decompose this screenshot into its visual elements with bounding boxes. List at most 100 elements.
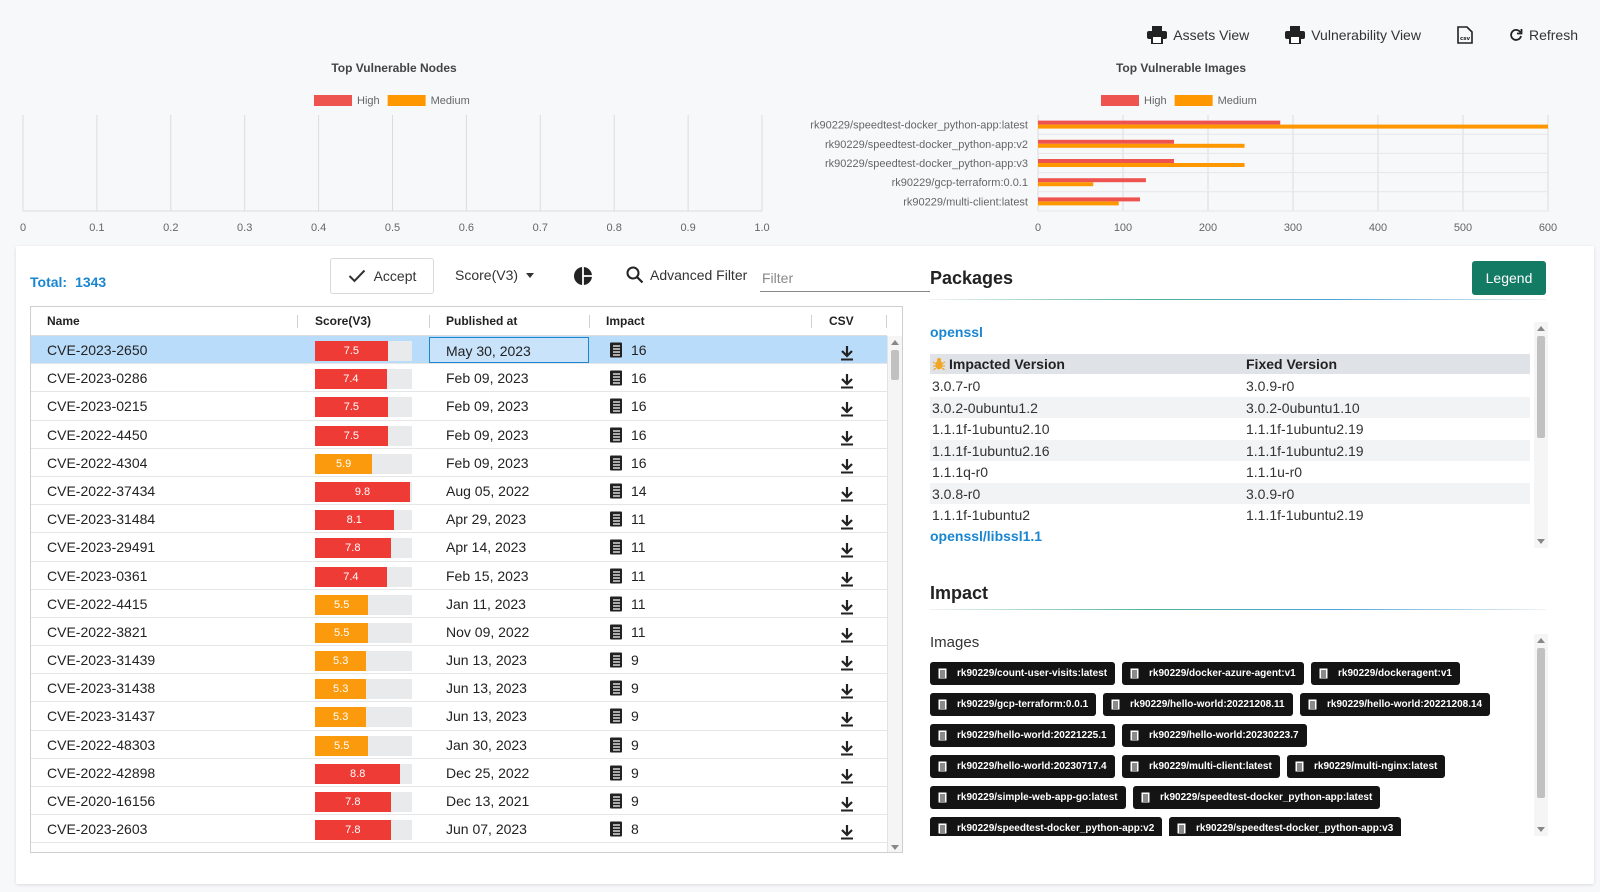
- download-icon[interactable]: [839, 539, 855, 567]
- image-chip[interactable]: rk90229/hello-world:20230223.7: [1122, 724, 1307, 747]
- scrollbar-thumb[interactable]: [1537, 648, 1545, 798]
- column-header-published[interactable]: Published at: [446, 314, 518, 328]
- impact-cell[interactable]: 16: [609, 449, 647, 477]
- impact-cell[interactable]: 11: [609, 590, 646, 618]
- table-row[interactable]: CVE-2023-31437 5.3 Jun 13, 2023 9: [31, 702, 887, 731]
- download-icon[interactable]: [839, 568, 855, 596]
- scroll-down-arrow-icon[interactable]: [891, 845, 899, 850]
- impact-cell[interactable]: 9: [609, 702, 639, 730]
- scrollbar-thumb[interactable]: [1537, 336, 1545, 438]
- table-row[interactable]: CVE-2023-2603 7.8 Jun 07, 2023 8: [31, 815, 887, 844]
- package-link-libssl[interactable]: openssl/libssl1.1: [930, 528, 1043, 544]
- table-row[interactable]: CVE-2023-31439 5.3 Jun 13, 2023 9: [31, 646, 887, 675]
- image-chip[interactable]: rk90229/multi-nginx:latest: [1287, 755, 1446, 778]
- filter-input[interactable]: [760, 260, 930, 292]
- impact-cell[interactable]: 16: [609, 364, 647, 392]
- impact-cell[interactable]: 9: [609, 731, 639, 759]
- column-separator[interactable]: [297, 315, 298, 328]
- legend-swatch[interactable]: [387, 95, 426, 106]
- impact-cell[interactable]: 9: [609, 674, 639, 702]
- bar-high[interactable]: [1038, 178, 1146, 183]
- refresh-button[interactable]: Refresh: [1509, 27, 1578, 43]
- bar-medium[interactable]: [1038, 143, 1245, 148]
- advanced-filter-button[interactable]: Advanced Filter: [626, 266, 747, 284]
- packages-scrollbar[interactable]: [1534, 322, 1548, 548]
- download-icon[interactable]: [839, 483, 855, 511]
- download-icon[interactable]: [839, 511, 855, 539]
- bar-medium[interactable]: [1038, 163, 1245, 167]
- image-chip[interactable]: rk90229/hello-world:20221208.14: [1300, 693, 1491, 716]
- table-row[interactable]: CVE-2022-3821 5.5 Nov 09, 2022 11: [31, 618, 887, 647]
- table-row[interactable]: CVE-2023-31438 5.3 Jun 13, 2023 9: [31, 674, 887, 703]
- package-link-openssl[interactable]: openssl: [930, 324, 983, 340]
- download-icon[interactable]: [839, 793, 855, 821]
- legend-swatch[interactable]: [1101, 95, 1139, 106]
- column-separator[interactable]: [429, 315, 430, 328]
- table-row[interactable]: CVE-2023-0215 7.5 Feb 09, 2023 16: [31, 392, 887, 421]
- table-row[interactable]: CVE-2022-42898 8.8 Dec 25, 2022 9: [31, 759, 887, 787]
- impact-cell[interactable]: 11: [609, 505, 646, 533]
- image-chip[interactable]: rk90229/speedtest-docker_python-app:late…: [1133, 786, 1381, 809]
- download-icon[interactable]: [839, 596, 855, 624]
- accept-button[interactable]: Accept: [330, 258, 434, 294]
- table-row[interactable]: CVE-2023-0286 7.4 Feb 09, 2023 16: [31, 364, 887, 393]
- assets-view-button[interactable]: Assets View: [1147, 26, 1249, 44]
- bar-high[interactable]: [1038, 159, 1174, 163]
- legend-swatch[interactable]: [1174, 95, 1213, 106]
- impact-cell[interactable]: 11: [609, 562, 646, 590]
- column-header-impact[interactable]: Impact: [606, 314, 645, 328]
- image-chip[interactable]: rk90229/docker-azure-agent:v1: [1122, 662, 1304, 685]
- download-icon[interactable]: [839, 342, 855, 370]
- legend-label[interactable]: High: [1144, 95, 1167, 107]
- bar-high[interactable]: [1038, 120, 1281, 125]
- download-icon[interactable]: [839, 680, 855, 708]
- image-chip[interactable]: rk90229/speedtest-docker_python-app:v2: [930, 817, 1163, 836]
- impact-cell[interactable]: 11: [609, 618, 646, 646]
- images-scrollbar[interactable]: [1534, 634, 1548, 836]
- download-icon[interactable]: [839, 370, 855, 398]
- download-icon[interactable]: [839, 737, 855, 765]
- table-row[interactable]: CVE-2023-0361 7.4 Feb 15, 2023 11: [31, 562, 887, 590]
- bar-medium[interactable]: [1038, 124, 1548, 129]
- image-chip[interactable]: rk90229/hello-world:20221208.11: [1103, 693, 1293, 716]
- column-header-score[interactable]: Score(V3): [315, 314, 372, 328]
- table-row[interactable]: CVE-2022-4450 7.5 Feb 09, 2023 16: [31, 421, 887, 449]
- impact-cell[interactable]: 8: [609, 815, 639, 843]
- legend-label[interactable]: Medium: [1218, 95, 1257, 107]
- scroll-down-arrow-icon[interactable]: [1537, 539, 1545, 544]
- chart-toggle-button[interactable]: [572, 265, 594, 292]
- legend-button[interactable]: Legend: [1472, 261, 1546, 295]
- table-row[interactable]: CVE-2022-4415 5.5 Jan 11, 2023 11: [31, 590, 887, 618]
- bar-medium[interactable]: [1038, 201, 1119, 206]
- image-chip[interactable]: rk90229/gcp-terraform:0.0.1: [930, 693, 1097, 716]
- score-version-select[interactable]: Score(V3): [455, 267, 538, 283]
- impact-cell[interactable]: 11: [609, 533, 646, 561]
- impact-cell[interactable]: 9: [609, 787, 639, 815]
- scroll-up-arrow-icon[interactable]: [1537, 326, 1545, 331]
- image-chip[interactable]: rk90229/dockeragent:v1: [1311, 662, 1460, 685]
- column-separator[interactable]: [589, 315, 590, 328]
- scroll-down-arrow-icon[interactable]: [1537, 827, 1545, 832]
- download-icon[interactable]: [839, 427, 855, 455]
- scrollbar-thumb[interactable]: [891, 350, 899, 380]
- column-separator[interactable]: [811, 315, 812, 328]
- download-icon[interactable]: [839, 398, 855, 426]
- table-row[interactable]: CVE-2023-29491 7.8 Apr 14, 2023 11: [31, 533, 887, 562]
- csv-export-button[interactable]: csv: [1457, 26, 1473, 44]
- vulnerability-view-button[interactable]: Vulnerability View: [1285, 26, 1421, 44]
- bar-medium[interactable]: [1038, 182, 1094, 187]
- image-chip[interactable]: rk90229/speedtest-docker_python-app:v3: [1169, 817, 1402, 836]
- table-row[interactable]: CVE-2023-31484 8.1 Apr 29, 2023 11: [31, 505, 887, 534]
- download-icon[interactable]: [839, 624, 855, 652]
- table-row[interactable]: CVE-2023-2650 7.5 May 30, 2023 16: [31, 336, 887, 365]
- impact-cell[interactable]: 16: [609, 421, 647, 449]
- impact-cell[interactable]: 9: [609, 759, 639, 787]
- column-header-csv[interactable]: CSV: [829, 314, 854, 328]
- impact-cell[interactable]: 14: [609, 477, 647, 505]
- image-chip[interactable]: rk90229/multi-client:latest: [1122, 755, 1280, 778]
- table-row[interactable]: CVE-2022-48303 5.5 Jan 30, 2023 9: [31, 731, 887, 759]
- image-chip[interactable]: rk90229/hello-world:20221225.1: [930, 724, 1115, 747]
- download-icon[interactable]: [839, 821, 855, 849]
- legend-label[interactable]: High: [357, 95, 380, 107]
- download-icon[interactable]: [839, 455, 855, 483]
